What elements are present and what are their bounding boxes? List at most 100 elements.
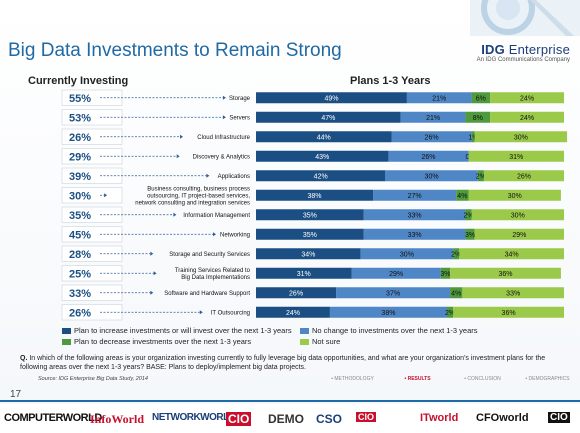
bar-segment: [450, 287, 463, 299]
bar-segment: [453, 306, 564, 318]
connector-arrowhead: [180, 134, 183, 139]
bar-segment: [483, 170, 564, 182]
bar-segment: [256, 170, 386, 182]
bar-segment: [456, 189, 469, 201]
bar-value-label: 24%: [520, 115, 534, 122]
current-pct-label: 30%: [69, 190, 91, 202]
bar-segment: [373, 189, 457, 201]
bar-value-label: 2%: [476, 173, 486, 180]
bar-value-label: 21%: [432, 95, 446, 102]
current-pct-label: 55%: [69, 93, 91, 105]
bar-value-label: 33%: [408, 232, 422, 239]
category-label: Business consulting, business process: [147, 187, 250, 193]
nav-methodology[interactable]: • METHODOLOGY: [331, 376, 374, 382]
bar-value-label: 35%: [303, 232, 317, 239]
brand-demo: DEMO: [268, 412, 304, 426]
bar-value-label: 3%: [465, 232, 475, 239]
bar-segment: [477, 170, 484, 182]
bar-segment: [474, 228, 564, 240]
connector-arrowhead: [199, 310, 203, 315]
connector-arrowhead: [206, 173, 210, 178]
bar-value-label: 44%: [317, 134, 331, 141]
legend-label-not-sure: Not sure: [312, 337, 341, 346]
bar-segment: [465, 209, 472, 221]
bar-segment: [256, 228, 364, 240]
bar-value-label: 33%: [408, 212, 422, 219]
bar-value-label: 2%: [451, 251, 461, 258]
connector-arrowhead: [150, 251, 154, 256]
bar-value-label: 31%: [509, 154, 523, 161]
bar-segment: [468, 189, 561, 201]
bar-segment: [465, 228, 475, 240]
current-pct-label: 25%: [69, 268, 91, 280]
bar-segment: [351, 267, 441, 279]
bar-value-label: 27%: [408, 193, 422, 200]
category-label: IT Outsourcing: [211, 310, 250, 316]
bar-segment: [336, 287, 451, 299]
nav-conclusion[interactable]: • CONCLUSION: [464, 376, 501, 382]
bar-segment: [446, 306, 454, 318]
bar-segment: [490, 111, 564, 123]
legend-label-increase: Plan to increase investments or will inv…: [74, 326, 292, 335]
survey-question: Q. In which of the following areas is yo…: [20, 354, 565, 372]
bar-segment: [360, 248, 454, 260]
bar-segment: [490, 92, 564, 104]
bar-segment: [256, 267, 352, 279]
logo-text-a: IDG: [481, 42, 509, 57]
nav-results[interactable]: • RESULTS: [404, 376, 431, 382]
plans-header: Plans 1-3 Years: [350, 75, 431, 87]
current-pct-label: 29%: [69, 151, 91, 163]
question-prefix: Q.: [20, 355, 28, 362]
connector-arrowhead: [153, 271, 157, 276]
section-nav: • METHODOLOGY • RESULTS • CONCLUSION • D…: [320, 376, 580, 383]
brand-cso: CSO: [316, 412, 343, 426]
legend-swatch-no-change: [300, 327, 309, 334]
logo-subtitle: An IDG Communications Company: [476, 57, 570, 63]
category-label: Software and Hardware Support: [164, 291, 250, 297]
logo-text-b: Enterprise: [508, 42, 570, 57]
current-pct-label: 28%: [69, 249, 91, 261]
connector-arrowhead: [150, 290, 154, 295]
connector-arrowhead: [173, 212, 177, 217]
bar-segment: [363, 209, 466, 221]
bar-value-label: 30%: [508, 193, 522, 200]
bar-value-label: 30%: [511, 212, 525, 219]
bar-value-label: 29%: [512, 232, 526, 239]
bar-segment: [329, 306, 447, 318]
connector-arrowhead: [222, 115, 226, 120]
bar-segment: [459, 248, 564, 260]
bar-segment: [400, 111, 466, 123]
category-label: Storage and Security Services: [169, 252, 250, 258]
bar-value-label: 21%: [426, 115, 440, 122]
bar-segment: [256, 248, 361, 260]
current-pct-label: 45%: [69, 229, 91, 241]
bar-value-label: 36%: [498, 271, 512, 278]
bar-value-label: 1%: [469, 134, 479, 141]
bar-segment: [385, 170, 478, 182]
bar-segment: [256, 209, 364, 221]
bar-value-label: 8%: [473, 115, 483, 122]
connector-arrowhead: [104, 193, 108, 198]
bar-segment: [256, 111, 401, 123]
category-label: Big Data Implementations: [181, 275, 250, 281]
brand-itworld: ITworld: [420, 412, 459, 424]
brand-cio-council: CIO: [356, 412, 377, 422]
bar-value-label: 26%: [421, 154, 435, 161]
legend-swatch-not-sure: [300, 338, 309, 345]
bar-segment: [471, 131, 475, 143]
bar-value-label: 37%: [386, 290, 400, 297]
brand-computerworld: COMPUTERWORLD: [4, 412, 102, 424]
nav-demographics[interactable]: • DEMOGRAPHICS: [525, 376, 570, 382]
bar-value-label: 33%: [506, 290, 520, 297]
bar-segment: [391, 131, 472, 143]
bar-value-label: 36%: [502, 310, 516, 317]
current-pct-label: 26%: [69, 132, 91, 144]
bar-segment: [256, 92, 407, 104]
bar-value-label: 2%: [463, 212, 473, 219]
bar-segment: [388, 150, 469, 162]
current-pct-label: 39%: [69, 171, 91, 183]
bar-value-label: 4%: [457, 193, 467, 200]
bar-value-label: 49%: [324, 95, 338, 102]
bar-segment: [471, 92, 491, 104]
